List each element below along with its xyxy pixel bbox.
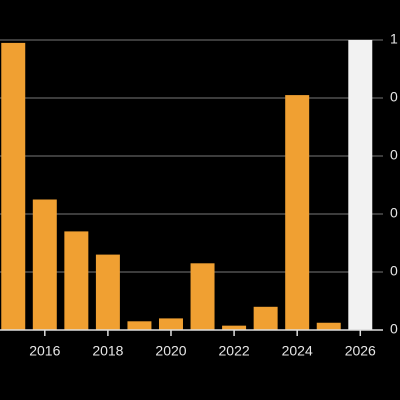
bar [32, 199, 57, 330]
x-tick-label: 2020 [155, 343, 186, 359]
y-tick-label: 0 [390, 89, 398, 105]
y-tick-label: 0 [390, 147, 398, 163]
bar [64, 231, 89, 330]
bar [316, 322, 341, 330]
y-tick-label: 0 [390, 263, 398, 279]
x-tick-label: 2024 [282, 343, 313, 359]
y-tick-label: 0 [390, 321, 398, 337]
bar [285, 95, 310, 330]
bar [159, 318, 183, 330]
bar [190, 263, 215, 330]
x-tick-label: 2022 [219, 343, 250, 359]
x-tick-label: 2026 [345, 343, 376, 359]
bar [348, 40, 373, 330]
bar [127, 321, 152, 330]
y-tick-label: 0 [390, 205, 398, 221]
bar [222, 325, 247, 330]
y-tick-label: 1 [390, 31, 398, 47]
x-tick-label: 2018 [92, 343, 123, 359]
bar [95, 254, 120, 330]
bar [253, 306, 278, 330]
bar [1, 42, 26, 331]
x-tick-label: 2016 [29, 343, 60, 359]
